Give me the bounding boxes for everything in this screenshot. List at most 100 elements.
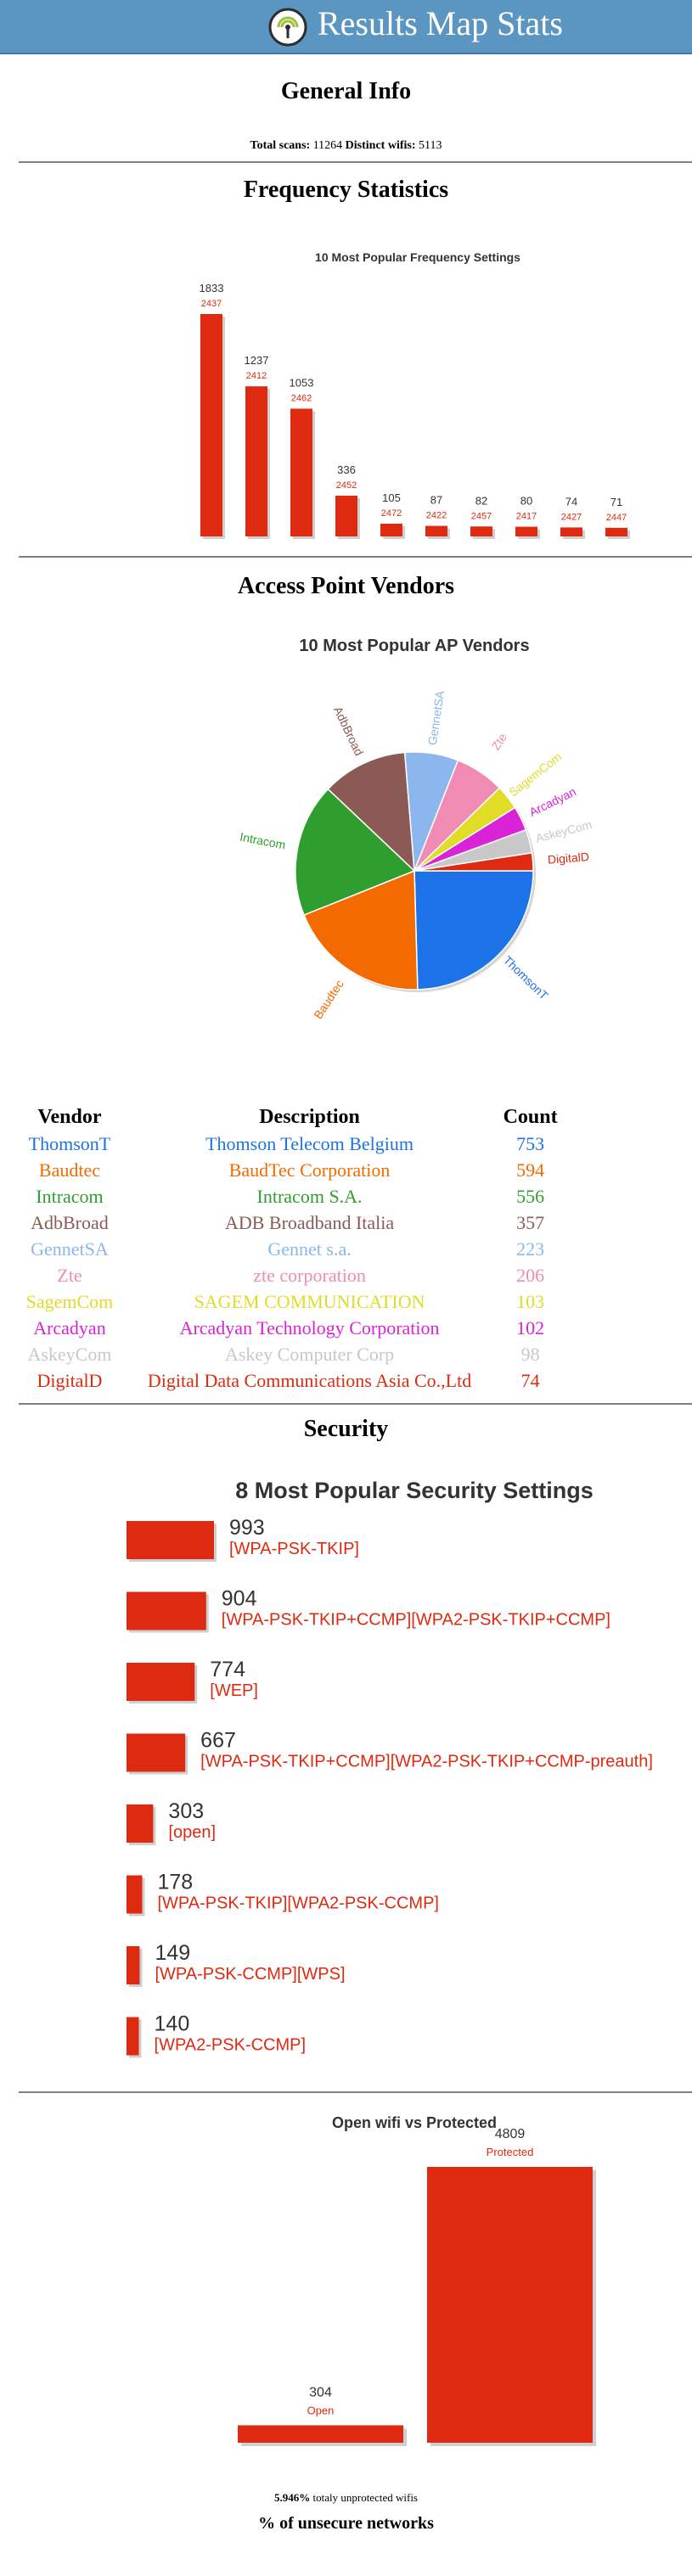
- pie-slice-label: Intracom: [239, 830, 287, 852]
- bar-value-label: 303: [168, 1799, 204, 1823]
- bar-category-label: Open: [307, 2404, 335, 2416]
- count-cell: 223: [516, 1237, 545, 1260]
- bar-value-label: 1053: [290, 376, 314, 389]
- description-column-header: Description: [259, 1105, 360, 1128]
- count-cell: 753: [516, 1132, 545, 1154]
- vendor-pie-chart: 10 Most Popular AP Vendors ThomsonT Baudte…: [239, 637, 594, 1022]
- count-column-header: Count: [503, 1105, 558, 1128]
- vendor-cell: Zte: [57, 1264, 82, 1286]
- bar: [515, 526, 537, 536]
- pie-slice: [327, 751, 415, 873]
- description-cell: Intracom S.A.: [256, 1185, 363, 1207]
- pie-slice-label: SagemCom: [506, 749, 564, 799]
- bar: [427, 2167, 593, 2443]
- bar-value-label: 74: [565, 495, 577, 508]
- general-info-heading: General Info: [280, 78, 412, 104]
- vendor-cell: Arcadyan: [33, 1316, 106, 1339]
- bar-value-label: 904: [222, 1587, 257, 1611]
- divider: [19, 161, 692, 163]
- distinct-wifis-value: 5113: [419, 139, 442, 152]
- bar-category-label: 2457: [471, 511, 492, 521]
- vendor-cell: Intracom: [36, 1185, 104, 1207]
- bar-value-label: 80: [520, 495, 532, 508]
- chart-title: 10 Most Popular Frequency Settings: [315, 250, 520, 264]
- bar-category-label: [WPA2-PSK-CCMP]: [155, 2036, 307, 2055]
- bar-category-label: 2417: [516, 512, 537, 522]
- security-bar-chart: 8 Most Popular Security Settings993[WPA-…: [127, 1478, 653, 2058]
- pie-slice: [414, 851, 534, 872]
- bar-value-label: 667: [200, 1729, 236, 1753]
- bar: [425, 525, 447, 536]
- vendor-cell: AskeyCom: [27, 1343, 112, 1365]
- chart-title: Open wifi vs Protected: [332, 2114, 497, 2131]
- bar-category-label: 2437: [201, 299, 222, 309]
- table-row: AdbBroad ADB Broadband Italia 357: [19, 1209, 562, 1236]
- unsecure-percent: 5.946%: [274, 2491, 311, 2504]
- table-row: AskeyCom Askey Computer Corp 98: [19, 1341, 562, 1367]
- bar: [127, 1946, 140, 1984]
- total-scans-value: 11264: [312, 139, 343, 152]
- vendor-cell: GennetSA: [31, 1237, 109, 1260]
- total-scans-label: Total scans:: [250, 139, 311, 152]
- table-row: Arcadyan Arcadyan Technology Corporation 1…: [19, 1315, 562, 1341]
- bar-value-label: 336: [337, 463, 356, 476]
- vendor-cell: SagemCom: [25, 1290, 114, 1312]
- table-row: DigitalD Digital Data Communications Asia…: [19, 1367, 562, 1394]
- vendor-column-header: Vendor: [37, 1105, 102, 1128]
- bar: [127, 1521, 214, 1559]
- bar-category-label: [WPA-PSK-TKIP+CCMP][WPA2-PSK-TKIP+CCMP-p…: [200, 1753, 653, 1771]
- header-bar: Results Map Stats: [0, 0, 692, 54]
- bar: [245, 386, 267, 536]
- bar: [200, 314, 222, 536]
- vendor-cell: Baudtec: [38, 1159, 100, 1181]
- description-cell: Digital Data Communications Asia Co.,Ltd: [147, 1369, 472, 1391]
- description-cell: Arcadyan Technology Corporation: [179, 1316, 440, 1339]
- bar-category-label: 2427: [561, 512, 582, 522]
- bar-value-label: 87: [430, 494, 442, 507]
- count-cell: 556: [516, 1185, 545, 1207]
- bar: [470, 526, 492, 536]
- bar: [380, 523, 402, 536]
- bar: [335, 495, 357, 536]
- bar: [127, 2017, 139, 2056]
- bar: [560, 527, 582, 536]
- count-cell: 102: [516, 1316, 545, 1339]
- bar-value-label: 1833: [200, 282, 224, 295]
- bar: [605, 527, 627, 536]
- pie-slice-label: Baudtec: [311, 978, 346, 1022]
- unsecure-heading: % of unsecure networks: [258, 2514, 434, 2533]
- pie-slice-label: ThomsonT: [501, 953, 551, 1002]
- description-cell: Gennet s.a.: [267, 1237, 352, 1260]
- count-cell: 74: [520, 1369, 540, 1391]
- bar-value-label: 140: [155, 2012, 190, 2036]
- bar-category-label: [WPA-PSK-TKIP][WPA2-PSK-CCMP]: [157, 1894, 439, 1913]
- count-cell: 206: [516, 1264, 545, 1286]
- unsecure-suffix: totaly unprotected wifis: [312, 2491, 418, 2504]
- bar-value-label: 178: [157, 1871, 193, 1894]
- bar-value-label: 4809: [495, 2127, 526, 2141]
- pie-slice-label: DigitalD: [547, 850, 589, 867]
- pie-slice-label: Zte: [488, 731, 509, 753]
- bar-category-label: 2412: [246, 371, 267, 381]
- divider: [19, 2091, 692, 2093]
- pie-slice-label: Arcadyan: [527, 784, 578, 818]
- bar-category-label: Protected: [487, 2146, 534, 2158]
- description-cell: SAGEM COMMUNICATION: [194, 1290, 425, 1312]
- vendor-table-header: Vendor Description Count: [19, 1103, 562, 1131]
- bar-value-label: 71: [610, 496, 622, 508]
- pie-slice-label: AskeyCom: [534, 817, 594, 845]
- bar: [127, 1804, 154, 1843]
- bar-value-label: 774: [210, 1658, 245, 1681]
- vendor-cell: AdbBroad: [31, 1211, 109, 1233]
- page-title: Results Map Stats: [318, 4, 563, 42]
- bar-value-label: 304: [309, 2385, 332, 2399]
- vendor-cell: ThomsonT: [28, 1132, 111, 1154]
- table-row: GennetSA Gennet s.a. 223: [19, 1236, 562, 1262]
- bar-category-label: 2452: [336, 480, 357, 491]
- vendor-table: Vendor Description Count ThomsonT Thomson…: [19, 1103, 562, 1394]
- bar-category-label: 2447: [606, 513, 627, 523]
- pie-slice-label: GennetSA: [425, 689, 447, 746]
- count-cell: 594: [516, 1159, 545, 1181]
- bar-category-label: [WPA-PSK-TKIP]: [229, 1540, 359, 1558]
- description-cell: zte corporation: [253, 1264, 366, 1286]
